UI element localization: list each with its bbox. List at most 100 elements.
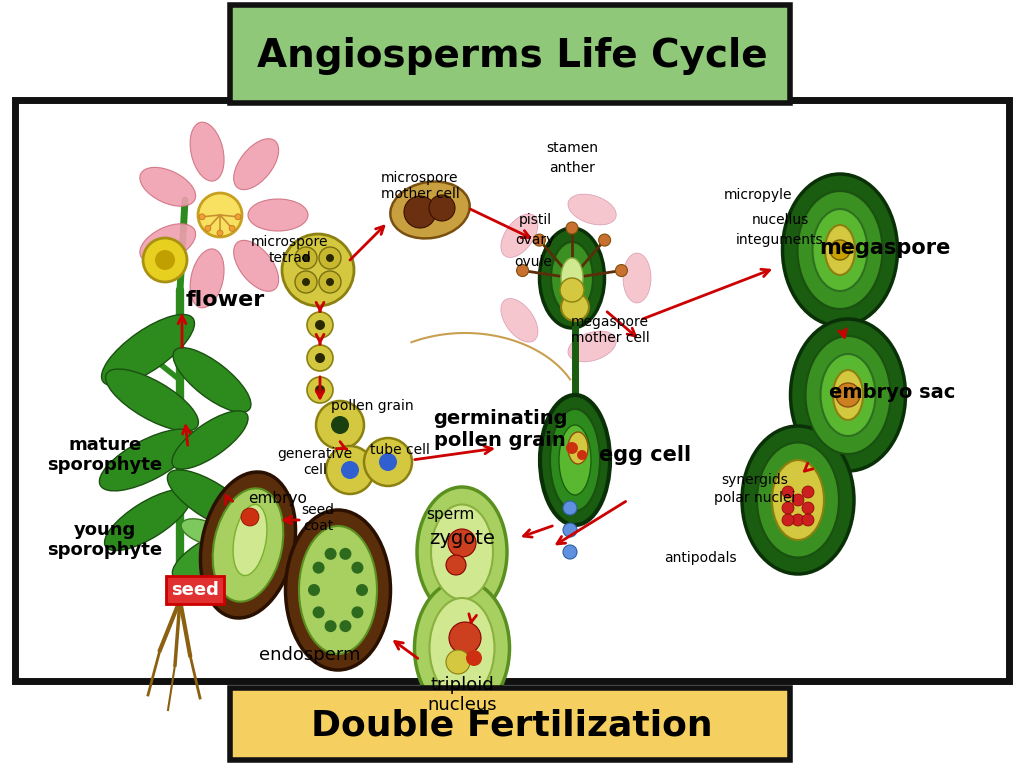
Circle shape (312, 561, 325, 574)
Circle shape (326, 446, 374, 494)
Circle shape (782, 514, 794, 526)
Text: endosperm: endosperm (259, 646, 360, 664)
Circle shape (229, 225, 236, 231)
Text: megaspore
mother cell: megaspore mother cell (570, 315, 649, 345)
Ellipse shape (286, 510, 390, 670)
Ellipse shape (233, 139, 279, 190)
Circle shape (563, 523, 577, 537)
Circle shape (577, 450, 587, 460)
Circle shape (326, 254, 334, 262)
Ellipse shape (561, 258, 583, 298)
Circle shape (792, 494, 804, 506)
Ellipse shape (772, 460, 824, 540)
Circle shape (302, 254, 310, 262)
Circle shape (802, 514, 814, 526)
Text: young
sporophyte: young sporophyte (47, 520, 163, 560)
Text: ovule: ovule (514, 255, 552, 269)
Text: generative
cell: generative cell (278, 447, 352, 477)
Circle shape (563, 545, 577, 559)
FancyBboxPatch shape (230, 5, 790, 103)
Circle shape (339, 548, 351, 560)
Circle shape (302, 278, 310, 286)
Circle shape (466, 650, 482, 666)
Ellipse shape (806, 336, 891, 454)
Ellipse shape (99, 429, 197, 491)
Circle shape (446, 555, 466, 575)
Ellipse shape (140, 224, 196, 263)
Text: egg cell: egg cell (599, 445, 691, 465)
Ellipse shape (190, 122, 224, 181)
Text: flower: flower (185, 290, 264, 310)
Circle shape (566, 222, 578, 234)
Ellipse shape (431, 504, 493, 600)
Circle shape (326, 278, 334, 286)
Circle shape (315, 353, 325, 363)
Ellipse shape (550, 409, 600, 511)
Ellipse shape (742, 426, 854, 574)
Circle shape (205, 225, 211, 231)
Circle shape (446, 650, 470, 674)
Circle shape (561, 293, 589, 321)
Circle shape (792, 514, 804, 526)
Circle shape (560, 278, 584, 302)
Text: nucellus: nucellus (752, 213, 809, 227)
Ellipse shape (105, 369, 199, 431)
Ellipse shape (568, 194, 616, 225)
Circle shape (379, 453, 397, 471)
Ellipse shape (568, 432, 588, 464)
Text: integuments: integuments (736, 233, 824, 247)
Circle shape (830, 240, 850, 260)
Ellipse shape (798, 191, 883, 309)
Circle shape (566, 442, 578, 454)
Text: tube cell: tube cell (370, 443, 430, 457)
Circle shape (563, 501, 577, 515)
Text: germinating
pollen grain: germinating pollen grain (433, 409, 567, 450)
Ellipse shape (415, 581, 510, 715)
Circle shape (341, 461, 359, 479)
Ellipse shape (568, 331, 616, 362)
Circle shape (404, 196, 436, 228)
Ellipse shape (210, 518, 254, 542)
Text: seed: seed (171, 581, 219, 599)
Ellipse shape (501, 298, 538, 342)
Ellipse shape (540, 395, 610, 525)
Text: sperm: sperm (426, 507, 474, 521)
Ellipse shape (233, 504, 267, 576)
Ellipse shape (757, 443, 839, 557)
Text: embryo: embryo (249, 490, 307, 506)
Ellipse shape (501, 214, 538, 258)
Circle shape (782, 486, 794, 498)
Circle shape (199, 214, 205, 220)
Circle shape (143, 238, 187, 282)
Circle shape (429, 195, 455, 221)
Circle shape (339, 620, 351, 632)
Ellipse shape (172, 530, 248, 581)
Circle shape (449, 529, 476, 557)
Circle shape (234, 214, 241, 220)
Ellipse shape (791, 319, 905, 471)
Ellipse shape (833, 370, 863, 420)
Text: mature
sporophyte: mature sporophyte (47, 436, 163, 474)
Ellipse shape (825, 225, 855, 275)
Circle shape (319, 271, 341, 293)
Text: microspore
tetrad: microspore tetrad (251, 235, 329, 265)
Text: microspore
mother cell: microspore mother cell (381, 171, 460, 201)
FancyBboxPatch shape (15, 100, 1009, 681)
Ellipse shape (559, 425, 591, 495)
Circle shape (198, 193, 242, 237)
Circle shape (295, 271, 317, 293)
Circle shape (516, 264, 528, 277)
Circle shape (351, 606, 364, 618)
Text: pollen grain: pollen grain (331, 399, 414, 413)
Ellipse shape (417, 487, 507, 617)
Circle shape (295, 247, 317, 269)
FancyBboxPatch shape (230, 688, 790, 760)
Ellipse shape (201, 472, 296, 618)
Ellipse shape (390, 181, 470, 238)
Ellipse shape (140, 167, 196, 206)
Circle shape (356, 584, 368, 596)
Text: stamen: stamen (546, 141, 598, 155)
Ellipse shape (213, 488, 284, 601)
Ellipse shape (782, 174, 897, 326)
Ellipse shape (173, 348, 251, 412)
